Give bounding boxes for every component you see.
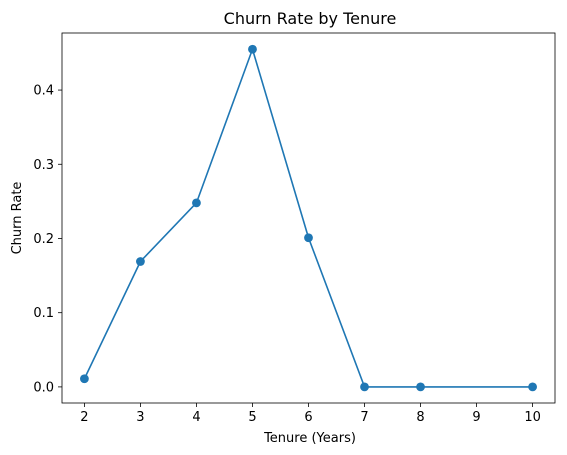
x-axis-ticks: 2 3 4 5 6 7 8 9 10 [80,403,541,425]
data-point [528,382,537,392]
x-tick-label: 10 [524,410,541,425]
y-tick-label: 0.1 [33,306,54,321]
data-point [304,233,313,243]
series-line [83,48,533,388]
y-tick-label: 0.2 [33,232,54,247]
x-tick-label: 2 [80,410,88,425]
x-tick-label: 3 [136,410,144,425]
y-tick-label: 0.4 [33,84,54,99]
y-axis-ticks: 0.0 0.1 0.2 0.3 0.4 [33,84,62,395]
data-point [248,44,257,54]
x-tick-label: 8 [416,410,424,425]
data-point [192,198,201,208]
data-point [360,382,369,392]
chart-title: Churn Rate by Tenure [224,9,397,28]
plot-area [61,32,556,404]
x-tick-label: 6 [304,410,312,425]
series-layer [80,44,537,392]
y-tick-label: 0.3 [33,158,54,173]
x-tick-label: 5 [248,410,256,425]
x-tick-label: 4 [192,410,200,425]
plot-frame [61,32,556,404]
y-axis-label: Churn Rate [10,182,25,255]
y-tick-label: 0.0 [33,380,54,395]
data-point [80,374,89,384]
x-tick-label: 7 [360,410,368,425]
data-point [136,257,145,266]
x-tick-label: 9 [472,410,480,425]
data-point [416,382,425,392]
x-axis-label: Tenure (Years) [263,431,356,446]
